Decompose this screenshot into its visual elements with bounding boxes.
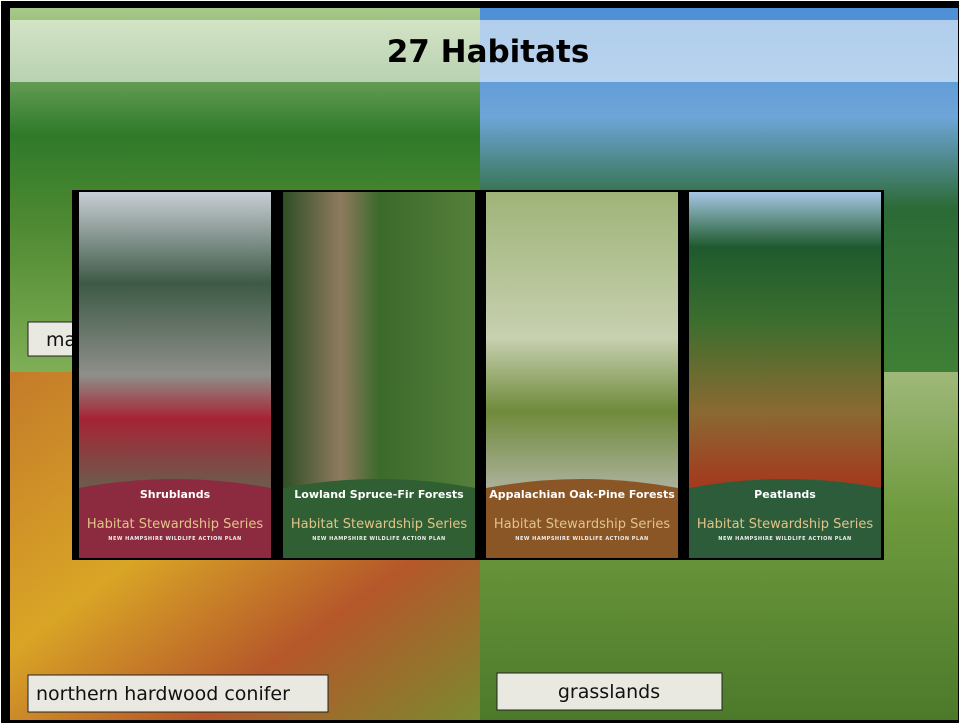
brochure-series: Habitat Stewardship Series	[494, 517, 670, 532]
brochure: Shrublands Habitat Stewardship Series NEW …	[79, 192, 271, 558]
brochure-subtitle: NEW HAMPSHIRE WILDLIFE ACTION PLAN	[108, 536, 241, 542]
habitat-label: grasslands	[558, 681, 660, 703]
habitat-label: northern hardwood conifer	[36, 683, 290, 705]
brochure-series: Habitat Stewardship Series	[291, 517, 467, 532]
page: 27 Habitats ma northern hardwood conifer…	[0, 0, 960, 724]
brochure-title: Appalachian Oak-Pine Forests	[489, 488, 675, 501]
brochure-series: Habitat Stewardship Series	[697, 517, 873, 532]
brochure-subtitle: NEW HAMPSHIRE WILDLIFE ACTION PLAN	[312, 536, 445, 542]
brochure-subtitle: NEW HAMPSHIRE WILDLIFE ACTION PLAN	[515, 536, 648, 542]
brochure: Lowland Spruce-Fir Forests Habitat Stewar…	[283, 192, 475, 558]
habitat-label: ma	[46, 329, 76, 351]
brochure-subtitle: NEW HAMPSHIRE WILDLIFE ACTION PLAN	[718, 536, 851, 542]
brochure-title: Shrublands	[140, 488, 211, 501]
slide: 27 Habitats ma northern hardwood conifer…	[0, 0, 960, 724]
brochure-title: Peatlands	[754, 488, 816, 501]
brochure: Appalachian Oak-Pine Forests Habitat Stew…	[486, 192, 678, 558]
brochure-series: Habitat Stewardship Series	[87, 517, 263, 532]
slide-title: 27 Habitats	[387, 34, 590, 70]
brochure: Peatlands Habitat Stewardship Series NEW H…	[689, 192, 881, 558]
brochure-title: Lowland Spruce-Fir Forests	[294, 488, 464, 501]
